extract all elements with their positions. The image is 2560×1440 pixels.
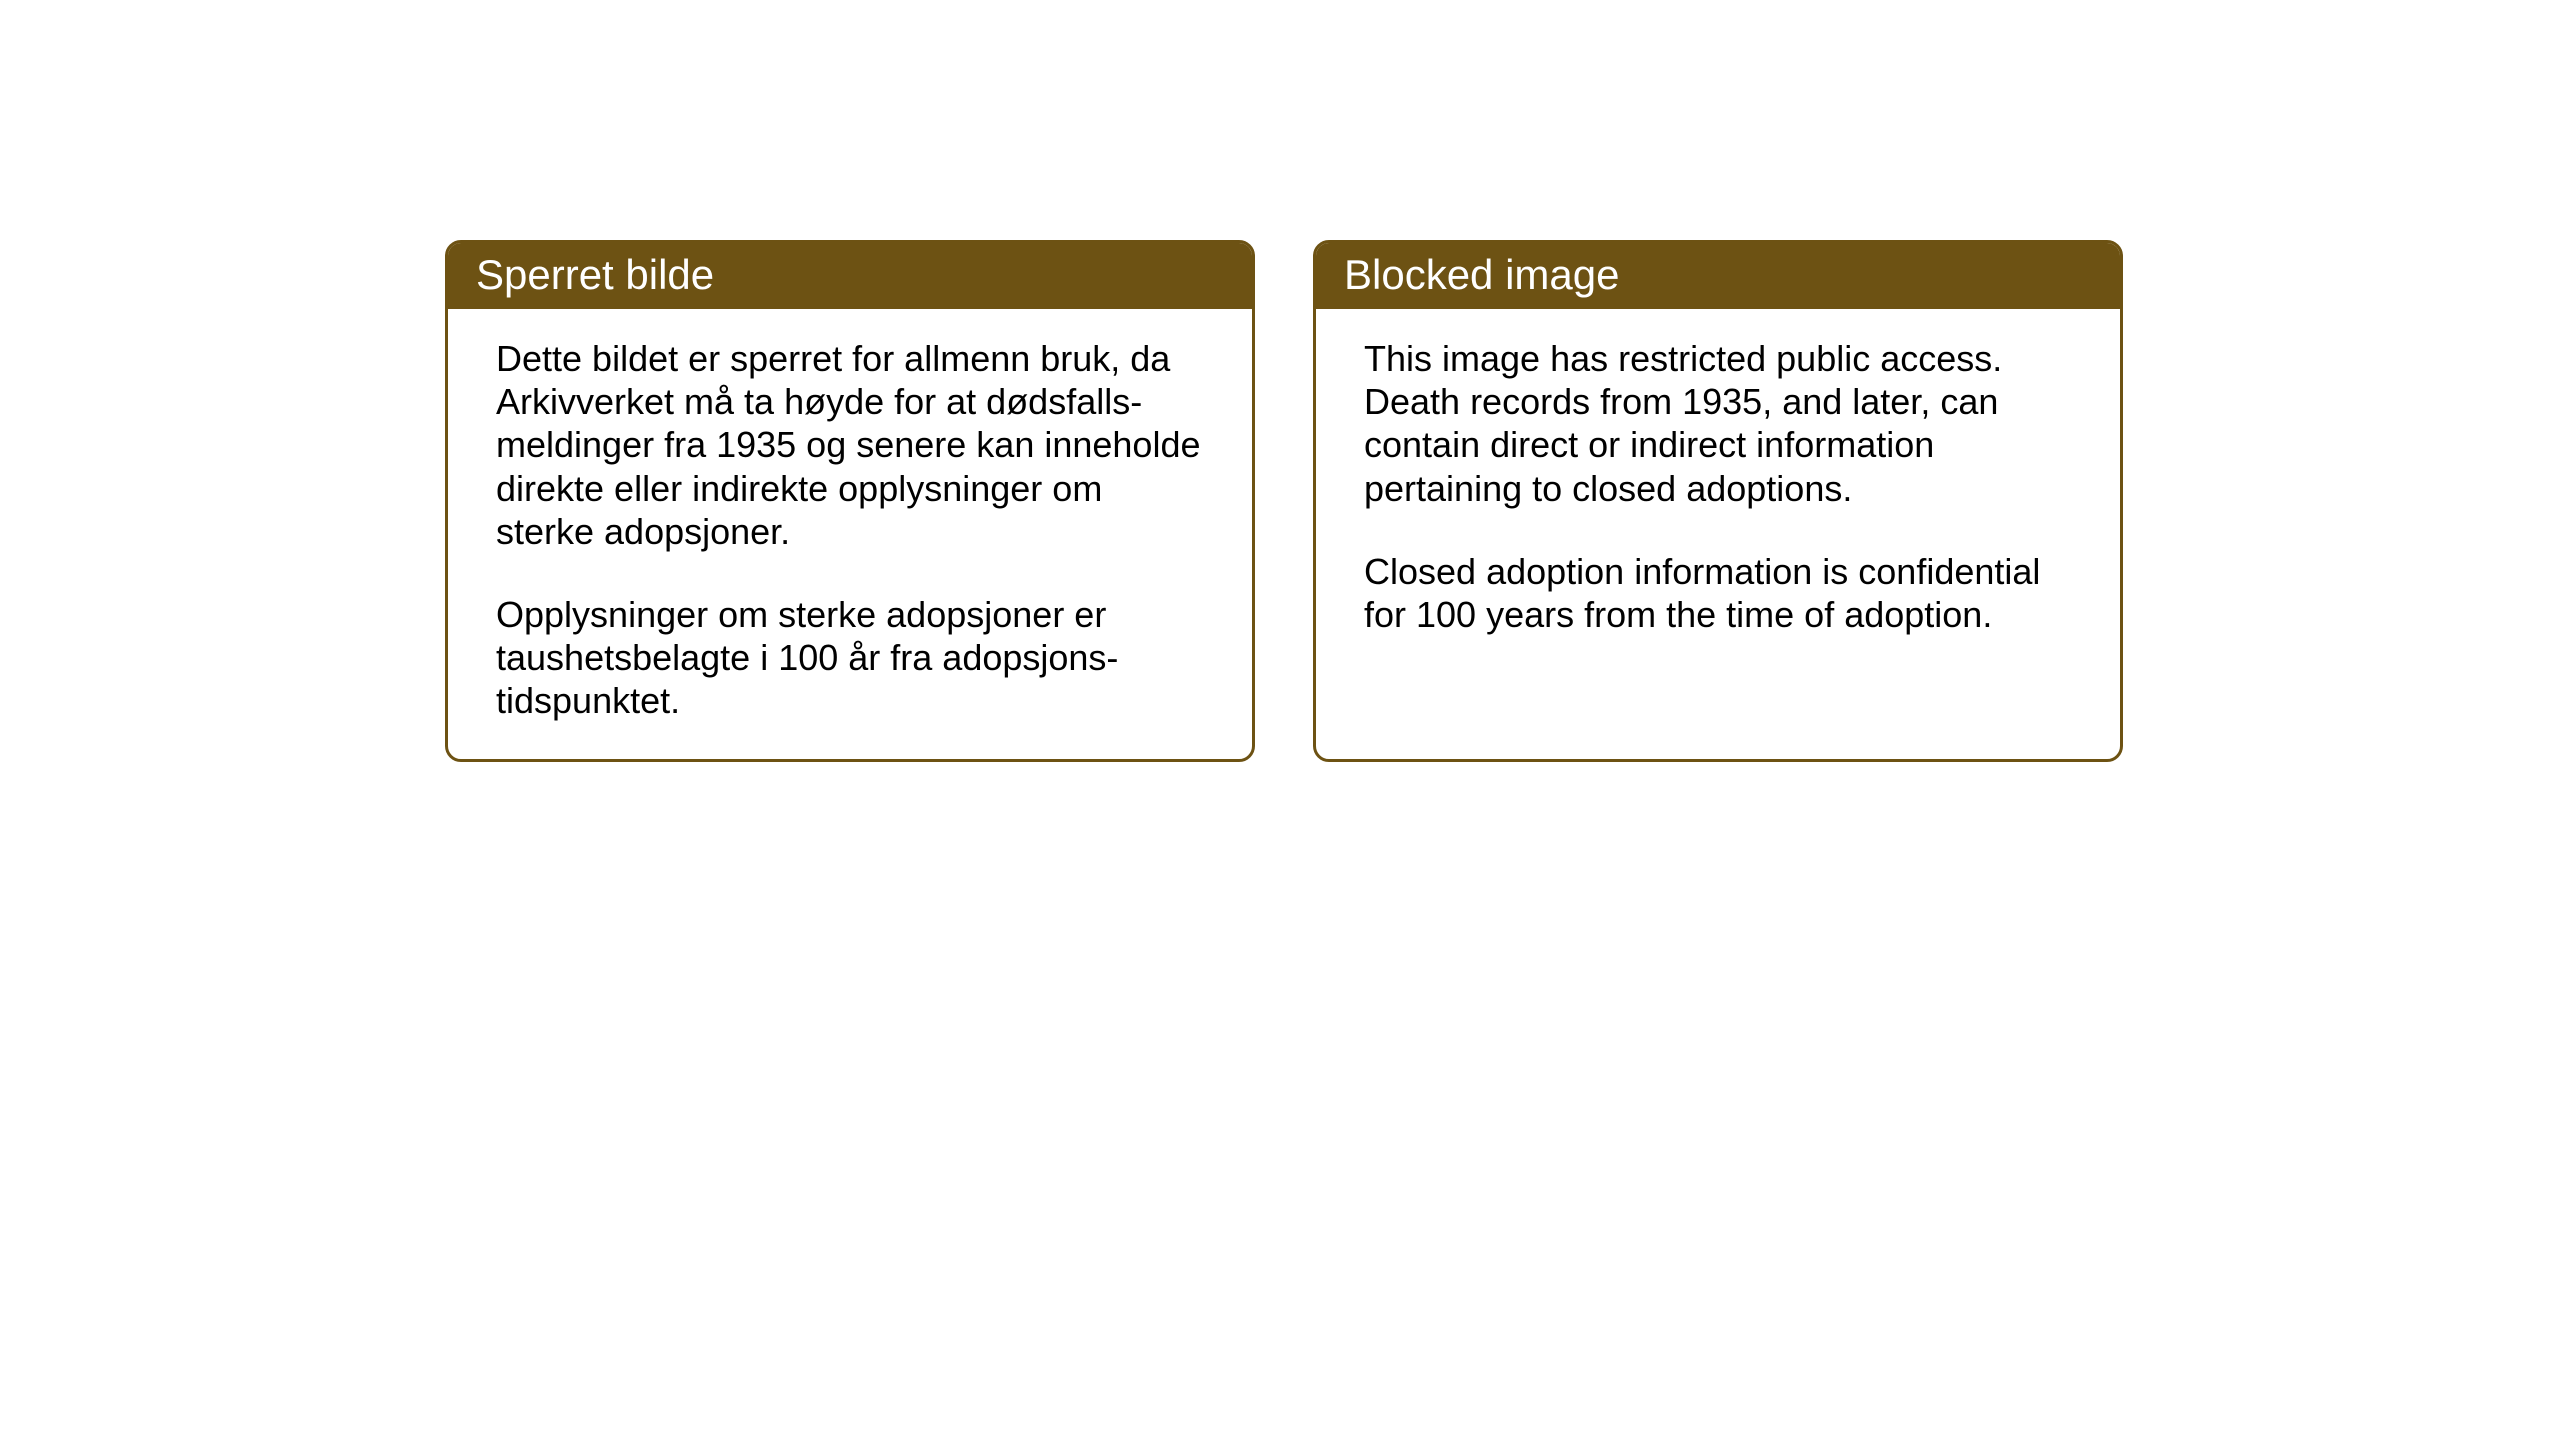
notice-paragraph-1-english: This image has restricted public access.… (1364, 337, 2072, 510)
notice-title-norwegian: Sperret bilde (448, 243, 1252, 309)
notice-title-english: Blocked image (1316, 243, 2120, 309)
notice-body-norwegian: Dette bildet er sperret for allmenn bruk… (448, 309, 1252, 759)
notice-card-norwegian: Sperret bilde Dette bildet er sperret fo… (445, 240, 1255, 762)
notice-body-english: This image has restricted public access.… (1316, 309, 2120, 672)
notice-card-english: Blocked image This image has restricted … (1313, 240, 2123, 762)
notice-paragraph-1-norwegian: Dette bildet er sperret for allmenn bruk… (496, 337, 1204, 553)
notice-container: Sperret bilde Dette bildet er sperret fo… (445, 240, 2123, 762)
notice-paragraph-2-english: Closed adoption information is confident… (1364, 550, 2072, 636)
notice-paragraph-2-norwegian: Opplysninger om sterke adopsjoner er tau… (496, 593, 1204, 723)
